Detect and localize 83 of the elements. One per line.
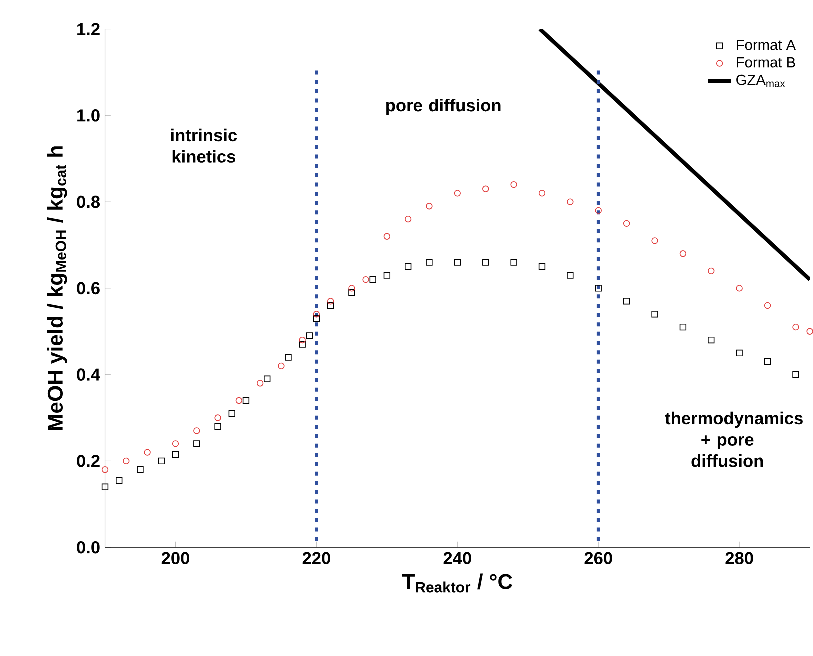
point (708, 337, 715, 344)
point (102, 484, 109, 491)
point (567, 198, 574, 206)
point (348, 290, 356, 296)
point (764, 358, 772, 366)
point (764, 302, 772, 310)
point (362, 276, 370, 284)
point (680, 324, 687, 331)
point (538, 264, 546, 270)
point (405, 264, 412, 270)
y-tick-label: 1.0 (78, 110, 100, 122)
x-tick-label: 220 (302, 552, 330, 565)
y-tick-label: 0.4 (77, 368, 100, 382)
legend-label: GZA$_{max}$ (736, 75, 786, 88)
point (623, 298, 630, 305)
point (256, 380, 264, 388)
point (327, 298, 334, 305)
point (623, 220, 630, 228)
point (384, 234, 391, 240)
y-tick-label: 1.2 (78, 24, 100, 36)
point (652, 238, 658, 245)
y-tick-label: 0.8 (77, 196, 100, 208)
point (194, 428, 200, 435)
point (194, 440, 200, 448)
y-tick-label: 0.6 (77, 282, 100, 295)
point (116, 478, 123, 484)
point (264, 376, 271, 383)
annotation: thermodynamics + pore diffusion (665, 412, 803, 468)
point (482, 259, 490, 266)
point (172, 452, 180, 458)
point (454, 259, 461, 266)
point (306, 332, 313, 340)
x-tick-label: 260 (584, 552, 612, 565)
point (510, 259, 518, 266)
point (708, 268, 715, 275)
point (137, 466, 144, 474)
point (228, 410, 236, 418)
point (123, 458, 130, 465)
point (510, 182, 518, 188)
point (595, 208, 602, 214)
point (144, 449, 151, 456)
point (482, 186, 490, 193)
point (426, 203, 433, 210)
legend-label: Format A (737, 40, 796, 51)
point (285, 354, 292, 362)
x-tick-label: 200 (162, 552, 190, 565)
point (278, 363, 285, 370)
point (454, 190, 461, 198)
point (102, 466, 109, 474)
point (236, 398, 243, 404)
point (792, 372, 800, 378)
point (384, 272, 391, 280)
annotation: pore diffusion (386, 99, 501, 116)
y-axis-title: MeOH yield / kg$_{MeOH}$ / kg$_{cat}$ h (47, 146, 68, 430)
point (792, 324, 800, 331)
point (405, 216, 412, 223)
x-tick-label: 280 (726, 552, 754, 565)
point (158, 458, 165, 465)
point (567, 272, 574, 280)
point (736, 285, 743, 292)
point (426, 259, 433, 266)
point (313, 311, 320, 318)
point (680, 250, 687, 258)
point (299, 342, 306, 348)
point (595, 285, 602, 292)
point (370, 276, 376, 284)
y-tick-label: 0.2 (77, 455, 100, 468)
point (172, 440, 180, 448)
legend-label: Format B (737, 58, 796, 68)
point (214, 424, 222, 430)
point (299, 337, 306, 344)
point (242, 398, 250, 404)
x-axis-title: T$_{Reaktor}$ / °C (402, 574, 513, 593)
annotation: intrinsic kinetics (171, 129, 238, 164)
point (652, 311, 658, 318)
point (348, 285, 356, 292)
point (327, 302, 334, 310)
point (538, 190, 546, 198)
y-tick-label: 0.0 (77, 542, 100, 554)
x-tick-label: 240 (444, 552, 472, 565)
point (214, 414, 222, 422)
point (736, 350, 743, 357)
point (313, 316, 320, 322)
